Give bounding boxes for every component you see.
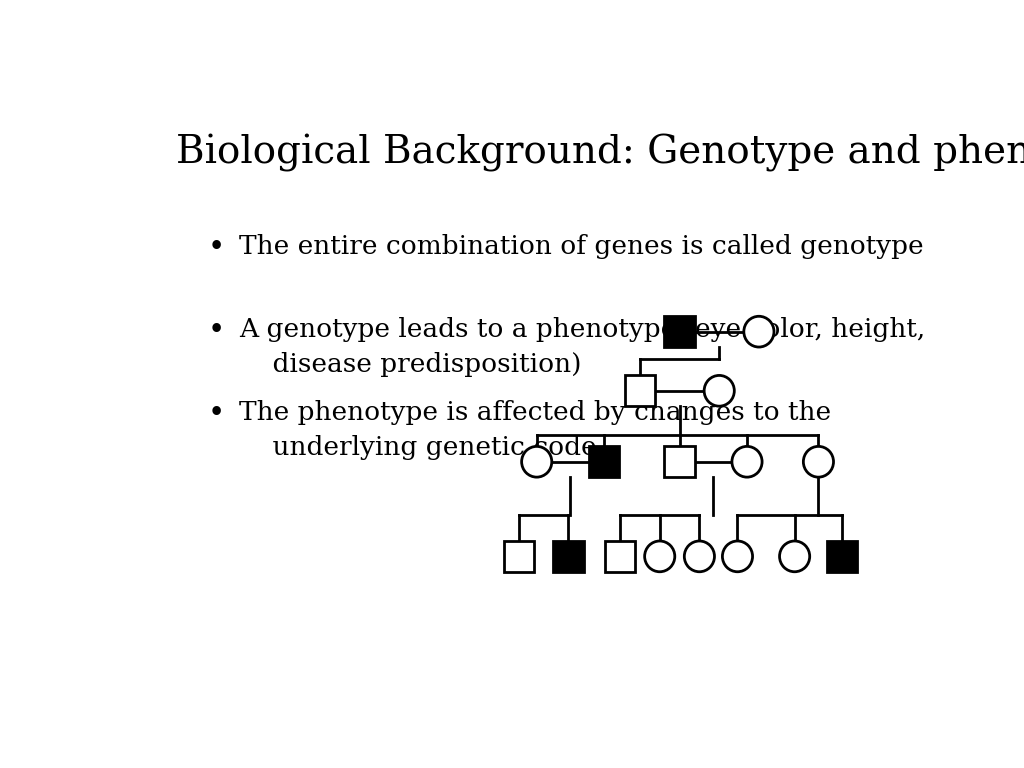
Ellipse shape <box>732 446 762 477</box>
Text: The entire combination of genes is called genotype: The entire combination of genes is calle… <box>240 234 924 259</box>
Text: •: • <box>207 234 224 262</box>
Bar <box>665 316 694 347</box>
Bar <box>625 376 655 406</box>
Bar <box>504 541 535 571</box>
Text: •: • <box>207 317 224 345</box>
Text: A genotype leads to a phenotype (eye color, height,
    disease predisposition): A genotype leads to a phenotype (eye col… <box>240 317 926 377</box>
Ellipse shape <box>722 541 753 571</box>
Ellipse shape <box>645 541 675 571</box>
Bar <box>665 446 694 477</box>
Ellipse shape <box>804 446 834 477</box>
Ellipse shape <box>684 541 715 571</box>
Text: Biological Background: Genotype and phenotype: Biological Background: Genotype and phen… <box>176 134 1024 171</box>
Bar <box>553 541 584 571</box>
Bar <box>589 446 620 477</box>
Text: •: • <box>207 399 224 428</box>
Bar <box>605 541 635 571</box>
Ellipse shape <box>743 316 774 347</box>
Text: The phenotype is affected by changes to the
    underlying genetic code: The phenotype is affected by changes to … <box>240 399 831 460</box>
Ellipse shape <box>779 541 810 571</box>
Ellipse shape <box>521 446 552 477</box>
Bar <box>827 541 857 571</box>
Ellipse shape <box>705 376 734 406</box>
